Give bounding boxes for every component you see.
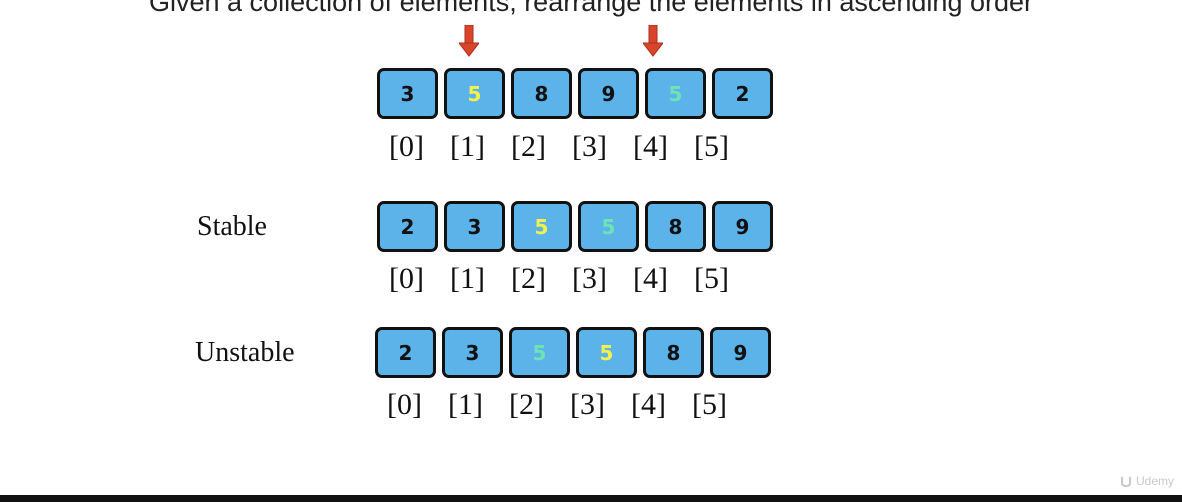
index-label: [1] <box>450 262 485 295</box>
array-cell: 9 <box>712 201 773 252</box>
bottom-bar <box>0 495 1182 502</box>
cell-value: 5 <box>599 340 614 365</box>
cell-value: 9 <box>733 340 748 365</box>
cell-value: 5 <box>467 81 482 106</box>
array-cell: 3 <box>377 68 438 119</box>
index-label: [1] <box>448 388 483 421</box>
index-label: [2] <box>511 262 546 295</box>
cell-value: 5 <box>532 340 547 365</box>
cell-value: 2 <box>398 340 413 365</box>
array-cell: 2 <box>375 327 436 378</box>
index-label: [0] <box>389 130 424 163</box>
cell-value: 9 <box>735 214 750 239</box>
index-label: [0] <box>389 262 424 295</box>
stable-array: 2 3 5 5 8 9 <box>377 201 773 252</box>
index-labels: [0] [1] [2] [3] [4] [5] <box>376 130 742 164</box>
index-label: [4] <box>633 130 668 163</box>
array-cell: 9 <box>578 68 639 119</box>
array-cell: 5 <box>444 68 505 119</box>
index-label: [0] <box>387 388 422 421</box>
index-label: [2] <box>509 388 544 421</box>
index-label: [4] <box>633 262 668 295</box>
index-labels: [0] [1] [2] [3] [4] [5] <box>376 262 742 296</box>
index-label: [2] <box>511 130 546 163</box>
array-cell: 5 <box>511 201 572 252</box>
down-arrow-icon <box>459 25 479 57</box>
cell-value: 9 <box>601 81 616 106</box>
array-cell: 8 <box>645 201 706 252</box>
array-cell: 5 <box>576 327 637 378</box>
index-label: [4] <box>631 388 666 421</box>
array-cell: 2 <box>712 68 773 119</box>
array-cell: 3 <box>442 327 503 378</box>
unstable-label: Unstable <box>195 337 295 368</box>
index-label: [1] <box>450 130 485 163</box>
cell-value: 8 <box>668 214 683 239</box>
index-label: [3] <box>572 130 607 163</box>
cell-value: 8 <box>534 81 549 106</box>
index-label: [3] <box>572 262 607 295</box>
cell-value: 5 <box>534 214 549 239</box>
watermark-text: Udemy <box>1135 474 1174 488</box>
stable-label: Stable <box>197 211 267 242</box>
cell-value: 3 <box>465 340 480 365</box>
array-cell: 8 <box>511 68 572 119</box>
array-cell: 5 <box>578 201 639 252</box>
udemy-logo-icon <box>1120 477 1131 488</box>
index-label: [5] <box>692 388 727 421</box>
udemy-watermark: Udemy <box>1119 474 1174 488</box>
array-cell: 3 <box>444 201 505 252</box>
cell-value: 3 <box>400 81 415 106</box>
cell-value: 5 <box>668 81 683 106</box>
array-cell: 5 <box>509 327 570 378</box>
cell-value: 2 <box>400 214 415 239</box>
unstable-array: 2 3 5 5 8 9 <box>375 327 771 378</box>
index-label: [5] <box>694 130 729 163</box>
array-cell: 9 <box>710 327 771 378</box>
down-arrow-icon <box>643 25 663 57</box>
index-label: [3] <box>570 388 605 421</box>
cell-value: 3 <box>467 214 482 239</box>
index-labels: [0] [1] [2] [3] [4] [5] <box>374 388 740 422</box>
array-cell: 8 <box>643 327 704 378</box>
index-label: [5] <box>694 262 729 295</box>
array-cell: 5 <box>645 68 706 119</box>
slide-title: Given a collection of elements, rearrang… <box>149 0 1033 17</box>
cell-value: 2 <box>735 81 750 106</box>
cell-value: 8 <box>666 340 681 365</box>
original-array: 3 5 8 9 5 2 <box>377 68 773 119</box>
array-cell: 2 <box>377 201 438 252</box>
cell-value: 5 <box>601 214 616 239</box>
